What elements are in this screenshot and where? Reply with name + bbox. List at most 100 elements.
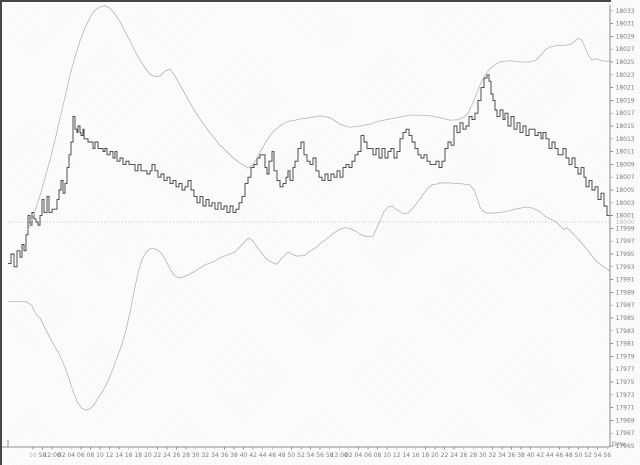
x-axis-label: 44	[259, 452, 267, 459]
x-axis-label: 56	[29, 452, 37, 459]
x-axis-label: 38	[230, 452, 238, 459]
y-axis-label: 17983	[616, 328, 635, 335]
x-axis-label: 02	[58, 452, 66, 459]
x-axis-label: 12	[106, 452, 114, 459]
y-axis-label: 17973	[616, 392, 635, 399]
x-axis-label: 50	[288, 452, 296, 459]
y-axis-label: 17993	[616, 264, 635, 271]
x-axis-label: 52	[297, 452, 305, 459]
y-axis-label: 17981	[616, 341, 635, 348]
x-axis-label: 38	[517, 452, 525, 459]
x-axis-label: 56	[603, 452, 611, 459]
y-axis-label: 18025	[616, 59, 635, 66]
x-axis-label: 24	[163, 452, 171, 459]
y-axis-label: 17997	[616, 238, 635, 245]
x-axis-title: time	[612, 441, 626, 448]
x-axis-label: 22	[154, 452, 162, 459]
y-axis-label: 18019	[616, 97, 635, 104]
x-axis-label: 13:00	[331, 452, 348, 459]
x-axis-label: 12	[393, 452, 401, 459]
upper-band-line	[27, 5, 611, 230]
x-axis-label: 42	[249, 452, 257, 459]
lower-band-line	[8, 182, 611, 411]
y-axis-label: 17985	[616, 315, 635, 322]
x-axis-label: 16	[125, 452, 133, 459]
x-axis-label: 34	[211, 452, 219, 459]
x-axis-label: 36	[508, 452, 516, 459]
y-axis-label: 17971	[616, 405, 635, 412]
x-axis-label: 32	[489, 452, 497, 459]
reference-level-label: 18000	[616, 219, 635, 226]
y-axis-label: 17977	[616, 366, 635, 373]
x-axis-label: 36	[221, 452, 229, 459]
x-axis-label: 06	[77, 452, 85, 459]
y-axis-label: 17995	[616, 251, 635, 258]
x-axis-label: 26	[460, 452, 468, 459]
x-axis-label: 12:00	[43, 452, 60, 459]
x-axis-label: 04	[355, 452, 363, 459]
x-axis-label: 26	[173, 452, 181, 459]
x-axis-label: 54	[594, 452, 602, 459]
x-axis-label: 02	[345, 452, 353, 459]
price-line	[8, 74, 611, 268]
x-axis-label: 30	[479, 452, 487, 459]
x-axis-label: 20	[431, 452, 439, 459]
x-axis-label: 22	[441, 452, 449, 459]
x-axis-label: 56	[316, 452, 324, 459]
x-axis-label: 08	[374, 452, 382, 459]
x-axis-label: 04	[67, 452, 75, 459]
x-axis-label: 18	[422, 452, 430, 459]
x-axis-label: 48	[278, 452, 286, 459]
x-axis-label: 10	[96, 452, 104, 459]
y-axis-label: 17969	[616, 417, 635, 424]
x-axis-label: 52	[584, 452, 592, 459]
x-axis-label: 14	[115, 452, 123, 459]
x-axis-label: 14	[402, 452, 410, 459]
x-axis-label: 46	[556, 452, 564, 459]
x-axis-label: 46	[268, 452, 276, 459]
x-axis-label: 50	[575, 452, 583, 459]
y-axis-label: 18021	[616, 85, 635, 92]
x-axis-label: 24	[450, 452, 458, 459]
x-axis-label: 44	[546, 452, 554, 459]
x-axis-label: 16	[412, 452, 420, 459]
y-axis-label: 18011	[616, 149, 635, 156]
y-axis-label: 18007	[616, 174, 635, 181]
y-axis-label: 17967	[616, 430, 635, 437]
y-axis-label: 18015	[616, 123, 635, 130]
x-axis-label: 10	[383, 452, 391, 459]
y-axis-label: 17979	[616, 353, 635, 360]
y-axis-label: 17999	[616, 225, 635, 232]
x-axis-label: 40	[527, 452, 535, 459]
x-axis-label: 18	[134, 452, 142, 459]
y-axis-label: 18009	[616, 161, 635, 168]
x-axis-label: 54	[307, 452, 315, 459]
x-axis-label: 58	[326, 452, 334, 459]
x-axis-label: 08	[87, 452, 95, 459]
y-axis-label: 18029	[616, 33, 635, 40]
x-axis-label: 40	[240, 452, 248, 459]
x-axis-label: 34	[498, 452, 506, 459]
x-axis-label: 42	[536, 452, 544, 459]
x-axis-label: 28	[469, 452, 477, 459]
y-axis-label: 18033	[616, 8, 635, 15]
y-axis-label: 18003	[616, 200, 635, 207]
x-axis-label: 48	[565, 452, 573, 459]
y-axis-label: 18005	[616, 187, 635, 194]
y-axis-label: 18023	[616, 72, 635, 79]
y-axis-label: 18001	[616, 213, 635, 220]
y-axis-label: 17987	[616, 302, 635, 309]
y-axis-label: 17965	[616, 443, 635, 450]
x-axis-label: 32	[201, 452, 209, 459]
y-axis-label: 18027	[616, 46, 635, 53]
x-axis-label: 28	[182, 452, 190, 459]
y-axis-label: 18017	[616, 110, 635, 117]
x-axis-label: 20	[144, 452, 152, 459]
y-axis-label: 17975	[616, 379, 635, 386]
x-axis-label: 30	[192, 452, 200, 459]
y-axis-label: 18013	[616, 136, 635, 143]
x-axis-label: 06	[364, 452, 372, 459]
y-axis-label: 17989	[616, 289, 635, 296]
